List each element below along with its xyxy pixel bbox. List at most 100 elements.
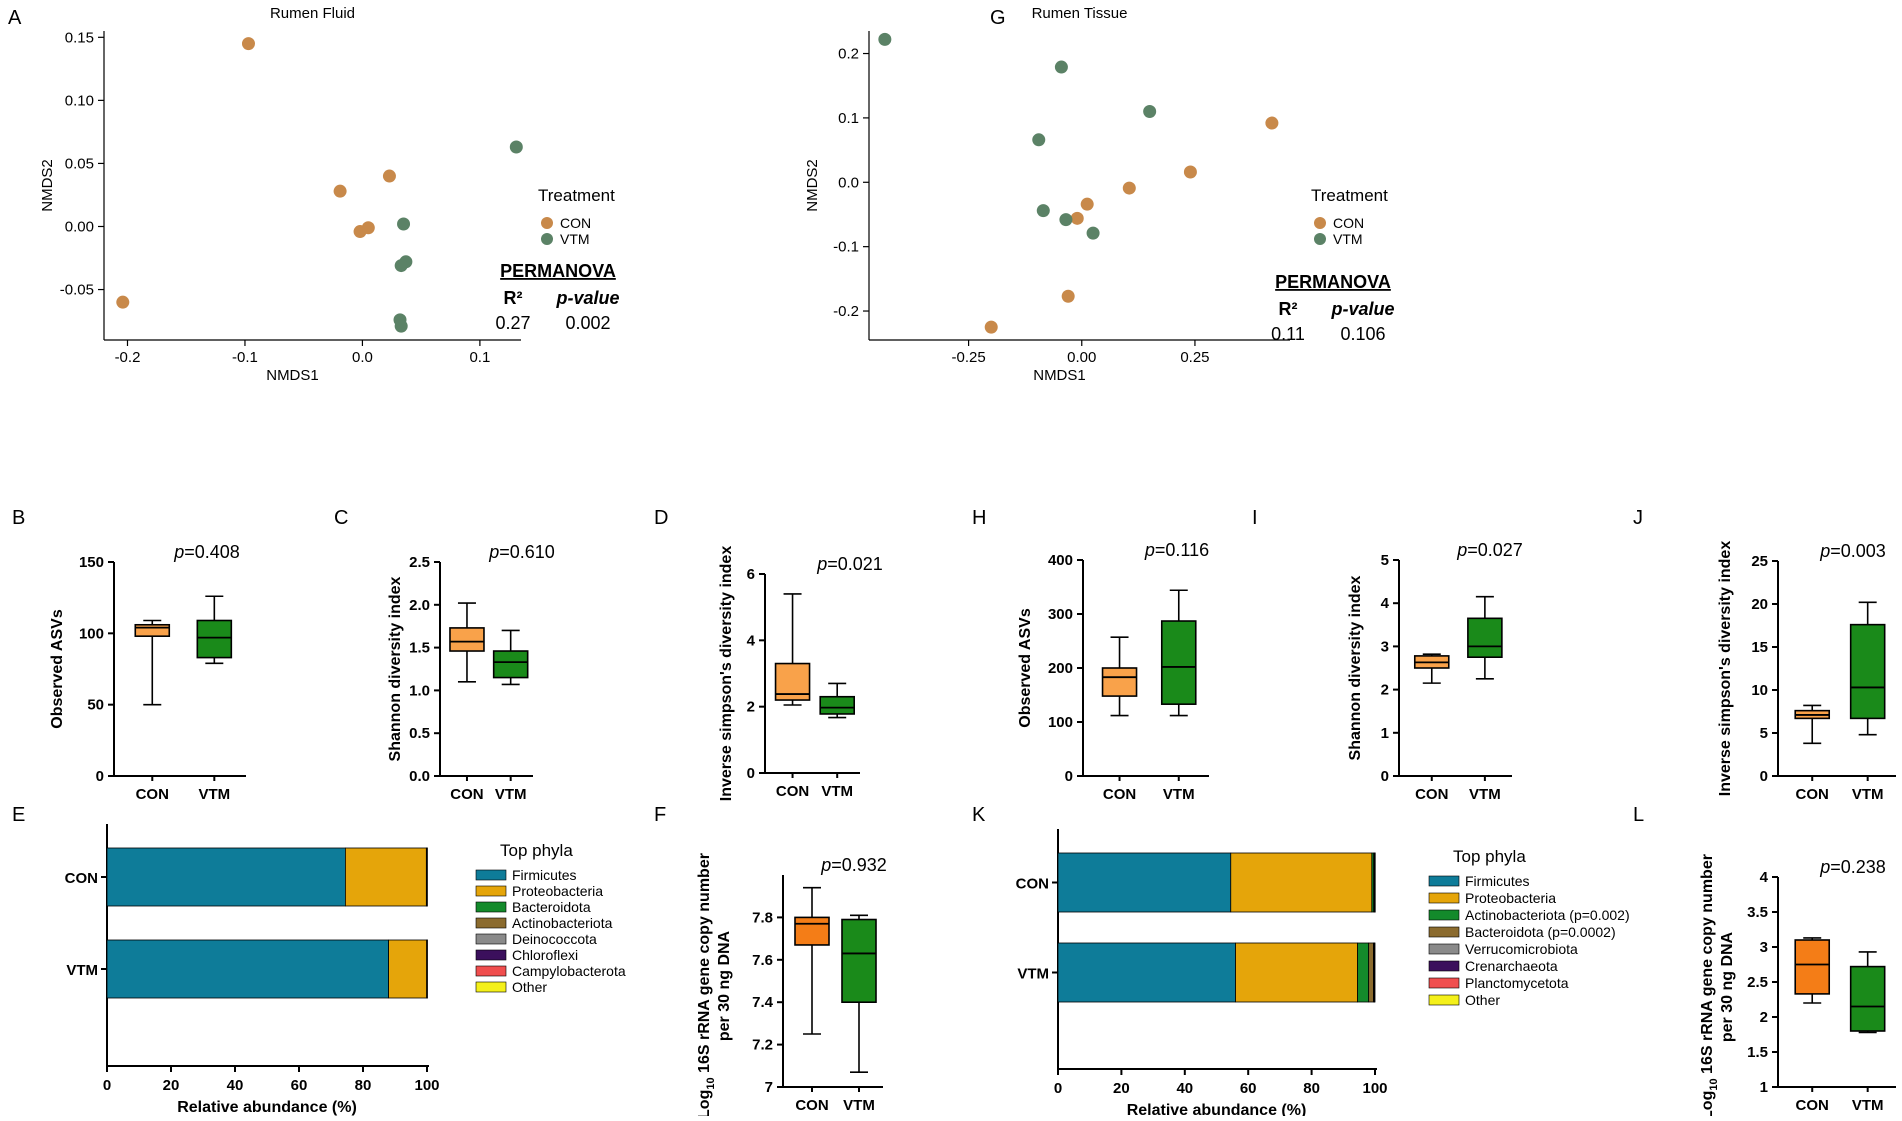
y-tick-label-h: 200 <box>1048 660 1073 677</box>
y-tick-label-b: 50 <box>87 697 104 714</box>
bar-segment-con-proteobacteria <box>345 848 426 906</box>
box-vtm <box>842 920 876 1003</box>
x-tick-label-e: 80 <box>355 1077 372 1094</box>
data-point-vtm <box>397 217 410 230</box>
data-point-con <box>116 296 129 309</box>
legend-label-firmicutes: Firmicutes <box>1465 873 1530 889</box>
x-tick-label-e: 0 <box>103 1077 111 1094</box>
data-point-con <box>1184 165 1197 178</box>
y-tick-label-j: 5 <box>1760 725 1768 742</box>
y-tick-label-b: 150 <box>79 554 104 571</box>
x-tick-label-k: 20 <box>1113 1080 1130 1097</box>
legend-label-actinobacteriota: Actinobacteriota <box>512 915 613 931</box>
panel-label-a: A <box>8 7 22 29</box>
x-tick-label-a: -0.2 <box>115 349 141 366</box>
legend-label-other: Other <box>512 979 547 995</box>
y-tick-label-l: 3 <box>1760 939 1768 956</box>
x-tick-label-g: 0.25 <box>1180 349 1209 366</box>
y-tick-label-g: -0.2 <box>833 303 859 320</box>
y-tick-label-j: 25 <box>1751 553 1768 570</box>
p-value-label-d: p=0.021 <box>816 554 883 574</box>
legend-swatch-other <box>1429 995 1459 1005</box>
y-tick-label-g: 0.0 <box>838 174 859 191</box>
y-tick-label-j: 10 <box>1751 682 1768 699</box>
legend-label-actinobacteriota: Actinobacteriota (p=0.002) <box>1465 907 1630 923</box>
y-axis-label-line2-f: per 30 ng DNA <box>716 930 733 1041</box>
y-tick-label-g: -0.1 <box>833 239 859 256</box>
x-axis-label-g: NMDS1 <box>1033 367 1086 384</box>
permanova-r2-value-g: 0.11 <box>1271 324 1305 344</box>
y-tick-label-f: 7.4 <box>752 994 774 1011</box>
x-tick-label-f: VTM <box>843 1097 875 1114</box>
legend-swatch-verrucomicrobiota <box>1429 944 1459 954</box>
data-point-vtm <box>878 33 891 46</box>
legend-swatch-vtm <box>1314 233 1326 245</box>
data-point-con <box>1265 117 1278 130</box>
y-tick-label-i: 1 <box>1381 725 1389 742</box>
y-tick-label-a: 0.10 <box>65 92 94 109</box>
x-tick-label-e: 60 <box>291 1077 308 1094</box>
y-tick-label-a: 0.00 <box>65 218 94 235</box>
x-tick-label-k: 60 <box>1240 1080 1257 1097</box>
y-tick-label-c: 2.0 <box>409 597 430 614</box>
x-tick-label-h: VTM <box>1163 786 1195 803</box>
legend-swatch-firmicutes <box>1429 876 1459 886</box>
legend-swatch-campylobacterota <box>476 966 506 976</box>
y-tick-label-e: CON <box>65 870 98 887</box>
legend-label-con: CON <box>560 215 591 231</box>
data-point-con <box>383 170 396 183</box>
permanova-heading-g: PERMANOVA <box>1275 272 1391 292</box>
box-vtm <box>494 651 528 678</box>
x-tick-label-l: CON <box>1796 1097 1829 1114</box>
y-axis-label-l: Log10 16S rRNA gene copy number <box>1699 854 1720 1116</box>
bar-segment-vtm-firmicutes <box>1058 943 1236 1002</box>
x-axis-label-k: Relative abundance (%) <box>1127 1102 1307 1116</box>
p-value-label-l: p=0.238 <box>1819 857 1886 877</box>
data-point-con <box>1062 290 1075 303</box>
y-tick-label-c: 1.0 <box>409 682 430 699</box>
box-con <box>450 628 484 651</box>
bar-segment-vtm-bacteroidota <box>1369 943 1374 1002</box>
y-tick-label-i: 5 <box>1381 552 1389 569</box>
legend-title-a: Treatment <box>538 186 615 205</box>
y-tick-label-h: 0 <box>1065 768 1073 785</box>
x-tick-label-k: 80 <box>1303 1080 1320 1097</box>
y-tick-label-c: 0.0 <box>409 768 430 785</box>
panel-label-i: I <box>1252 507 1258 529</box>
legend-title-g: Treatment <box>1311 186 1388 205</box>
x-axis-label-e: Relative abundance (%) <box>177 1099 357 1116</box>
data-point-con <box>242 37 255 50</box>
box-con <box>1795 940 1829 994</box>
permanova-heading-a: PERMANOVA <box>500 261 616 281</box>
y-tick-label-i: 4 <box>1381 595 1390 612</box>
x-tick-label-a: 0.0 <box>352 349 373 366</box>
data-point-vtm <box>1143 105 1156 118</box>
permanova-p-label-a: p-value <box>555 288 619 308</box>
panel-label-h: H <box>972 507 986 529</box>
legend-title-k: Top phyla <box>1453 847 1526 866</box>
legend-swatch-chloroflexi <box>476 950 506 960</box>
permanova-r2-label-a: R² <box>504 288 523 308</box>
legend-label-bacteroidota: Bacteroidota <box>512 899 591 915</box>
y-tick-label-l: 3.5 <box>1747 904 1768 921</box>
permanova-p-value-a: 0.002 <box>565 313 610 333</box>
y-tick-label-l: 1.5 <box>1747 1044 1768 1061</box>
permanova-p-label-g: p-value <box>1330 299 1394 319</box>
permanova-p-value-g: 0.106 <box>1340 324 1385 344</box>
legend-label-con: CON <box>1333 215 1364 231</box>
x-tick-label-b: CON <box>136 786 169 803</box>
y-tick-label-l: 2.5 <box>1747 974 1768 991</box>
y-axis-label-b: Observed ASVs <box>49 609 66 729</box>
y-axis-label-f: Log10 16S rRNA gene copy number <box>696 853 717 1116</box>
y-axis-label-j: Inverse simpson's diversity index <box>1717 541 1734 797</box>
data-point-con <box>1071 212 1084 225</box>
data-point-vtm <box>1087 227 1100 240</box>
y-tick-label-a: -0.05 <box>60 282 94 299</box>
x-tick-label-i: CON <box>1415 786 1448 803</box>
y-tick-label-d: 0 <box>747 765 755 782</box>
data-point-con <box>1123 182 1136 195</box>
y-tick-label-h: 300 <box>1048 606 1073 623</box>
x-tick-label-d: CON <box>776 783 809 800</box>
